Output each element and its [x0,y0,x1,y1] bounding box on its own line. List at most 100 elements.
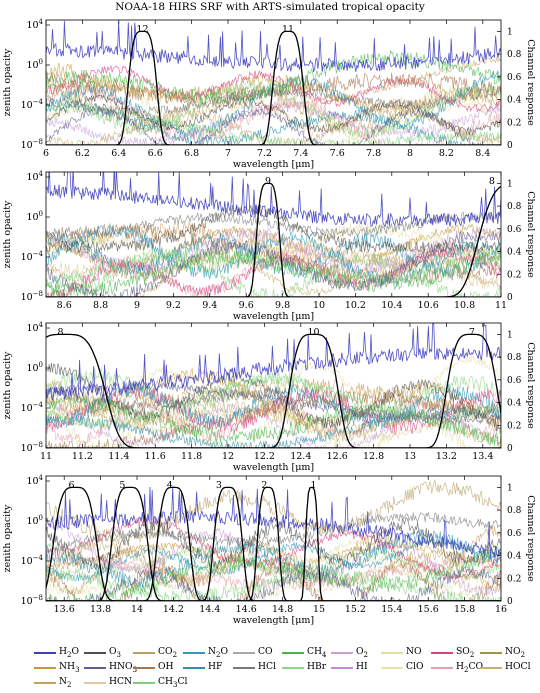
x-axis-label: wavelength [μm] [233,615,314,626]
spectrum-ch4 [46,547,501,601]
x-tick-label: 13.4 [472,451,493,462]
legend-label: CO2 [158,646,178,659]
axes-frame [45,322,502,449]
x-tick-label: 10.8 [454,300,475,311]
spectrum-hno3 [46,231,501,297]
x-tick-label: 13 [404,451,416,462]
legend-label: H2O [59,646,80,659]
y-tick-label: 10−8 [21,441,43,454]
legend-swatch [282,652,304,654]
y-tick-label: 104 [26,474,43,487]
x-tick-label: 10.6 [418,300,439,311]
y2-tick-label: 0.2 [507,270,521,280]
axes-frame [45,475,502,602]
x-tick-label: 6 [43,148,49,159]
y-tick-label: 10−4 [21,554,44,567]
x-axis-label: wavelength [μm] [233,311,314,322]
spectrum-so2 [46,516,501,580]
x-tick-label: 12 [222,451,234,462]
x-tick-label: 6.4 [111,148,126,159]
y2-axis-label: Channel response [525,342,536,429]
panel-4: 13.6 13.8 14 14.2 14.4 14.6 14.8 15 15.2 15.4 15.6… [2,474,536,626]
spectrum-hocl [46,244,501,297]
legend-swatch [480,652,502,654]
legend-label: N2 [59,676,72,689]
x-tick-label: 11.2 [72,451,93,462]
legend-swatch [233,667,255,669]
x-tick-label: 10.2 [345,300,366,311]
legend-swatch [84,652,106,654]
x-tick-label: 9.4 [202,300,217,311]
x-tick-label: 8 [407,148,413,159]
y2-tick-label: 0.4 [507,248,522,258]
x-tick-label: 6.8 [184,148,199,159]
legend-label: OH [158,661,174,672]
channel-response-10 [46,333,501,448]
spectrum-h2o [46,20,501,72]
legend-swatch [431,652,453,654]
channel-response-2 [46,486,501,601]
channel-label-5: 5 [119,480,125,491]
spectrum-no [46,538,501,601]
channel-label-10: 10 [307,327,319,338]
charts-canvas: 6 6.2 6.4 6.6 6.8 7 7.2 7.4 7.6 7.8 8 8.2 8.4 wavelen… [2,18,536,626]
y-tick-label: 10−8 [21,594,43,607]
spectrum-so2 [46,384,501,435]
x-tick-label: 14.8 [272,604,293,615]
y2-tick-label: 0.4 [507,552,522,562]
y2-tick-label: 0.8 [507,202,522,212]
x-tick-label: 16 [495,604,507,615]
spectrum-o3 [46,93,501,136]
channel-label-8: 8 [489,176,495,187]
channel-response-8 [46,333,501,448]
y2-axis-label: Channel response [525,39,536,126]
axes-frame [45,19,502,146]
spectrum-h2co [49,239,501,297]
spectrum-h2co [46,553,501,591]
plot-area-1 [46,20,501,145]
legend-label: NH3 [59,661,80,674]
channel-response-9 [46,182,501,297]
x-tick-label: 15.8 [454,604,475,615]
spectrum-so2 [46,247,501,297]
x-tick-label: 11.4 [108,451,129,462]
plot-area-2 [46,172,501,297]
spectrum-co2 [46,478,501,546]
x-tick-label: 12.8 [363,451,384,462]
y-tick-label: 100 [26,210,43,223]
x-tick-label: 13.8 [90,604,111,615]
channel-label-12: 12 [136,24,148,35]
y2-axis-label: Channel response [525,191,536,278]
x-tick-label: 15.2 [345,604,366,615]
x-tick-label: 11 [495,300,507,311]
legend-swatch [133,652,155,654]
spectrum-n2o [46,223,501,288]
x-tick-label: 15 [313,604,325,615]
legend-swatch [331,667,353,669]
spectrum-n2o [46,536,501,582]
legend-swatch [34,652,56,654]
panel-2: 8.6 8.8 9 9.2 9.4 9.6 9.8 10 10.2 10.4 10.6 10.8 11w… [2,170,536,322]
y2-tick-label: 0.2 [507,574,521,584]
legend-label: CO [258,646,273,657]
y2-tick-label: 0.2 [507,118,521,128]
legend-label: HOCl [505,661,531,672]
y2-tick-label: 0.6 [507,225,522,235]
x-tick-label: 7.6 [330,148,345,159]
y2-tick-label: 0.2 [507,421,521,431]
y-tick-label: 10−4 [21,401,44,414]
spectrum-ch3cl [46,102,501,145]
y2-tick-label: 1 [507,179,513,189]
channel-label-6: 6 [68,480,74,491]
spectrum-h2o [46,486,501,559]
spectrum-hocl [46,105,501,145]
legend-label: CH4 [307,646,327,659]
legend-label: NO2 [505,646,526,659]
x-tick-label: 8.8 [93,300,108,311]
y-tick-label: 100 [26,514,43,527]
legend-swatch [133,682,155,684]
y2-tick-label: 1 [507,483,513,493]
x-tick-label: 6.6 [148,148,163,159]
x-tick-label: 7 [225,148,231,159]
y2-tick-label: 1 [507,330,513,340]
